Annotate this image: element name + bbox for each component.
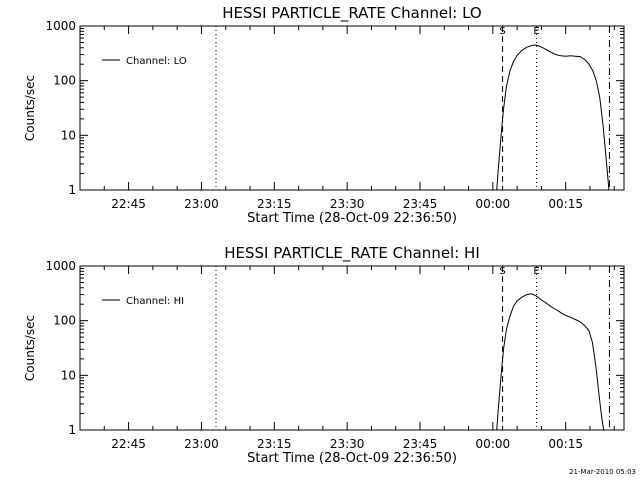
x-tick-label: 23:30 — [330, 197, 365, 211]
y-tick-label: 100 — [53, 74, 76, 88]
x-tick-label: 23:45 — [403, 197, 438, 211]
y-tick-label: 100 — [53, 314, 76, 328]
series-line — [496, 44, 610, 191]
y-axis-label: Counts/sec — [23, 315, 37, 381]
x-tick-label: 23:00 — [184, 437, 219, 451]
plot-frame — [79, 265, 625, 431]
time-marker-label: S — [499, 26, 505, 37]
x-tick-label: 23:15 — [257, 437, 292, 451]
y-tick-label: 1000 — [45, 259, 76, 273]
series-line — [496, 293, 605, 431]
x-tick-label: 23:45 — [403, 437, 438, 451]
y-tick-label: 1 — [68, 423, 76, 437]
legend-label: Channel: HI — [126, 296, 184, 307]
y-tick-label: 1000 — [45, 19, 76, 33]
chart-title: HESSI PARTICLE_RATE Channel: HI — [224, 244, 480, 263]
x-axis-label: Start Time (28-Oct-09 22:36:50) — [247, 211, 457, 226]
y-axis-label: Counts/sec — [23, 75, 37, 141]
chart-title: HESSI PARTICLE_RATE Channel: LO — [222, 4, 481, 23]
time-marker-label: E — [533, 26, 539, 37]
y-tick-label: 10 — [61, 128, 76, 142]
footer-timestamp: 21-Mar-2010 05:03 — [569, 468, 636, 476]
x-tick-label: 22:45 — [111, 197, 146, 211]
x-tick-label: 00:15 — [548, 197, 583, 211]
x-tick-label: 00:00 — [476, 437, 511, 451]
time-marker-label: S — [499, 266, 505, 277]
x-axis-label: Start Time (28-Oct-09 22:36:50) — [247, 451, 457, 466]
time-marker-label: E — [533, 266, 539, 277]
legend-label: Channel: LO — [126, 56, 187, 67]
x-tick-label: 23:30 — [330, 437, 365, 451]
x-tick-label: 22:45 — [111, 437, 146, 451]
x-tick-label: 00:15 — [548, 437, 583, 451]
x-tick-label: 23:00 — [184, 197, 219, 211]
y-tick-label: 10 — [61, 368, 76, 382]
plot-frame — [79, 25, 625, 191]
x-tick-label: 23:15 — [257, 197, 292, 211]
x-tick-label: 00:00 — [476, 197, 511, 211]
y-tick-label: 1 — [68, 183, 76, 197]
